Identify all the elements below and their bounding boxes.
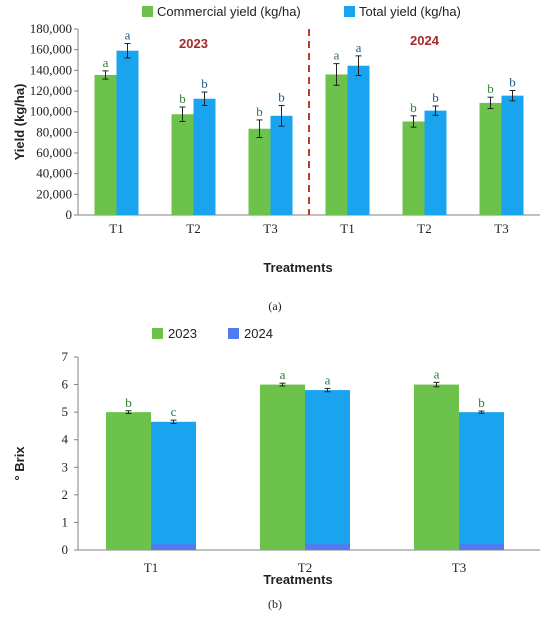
chart-a-bar-commercial (479, 102, 502, 215)
chart-a-bar-commercial (94, 74, 117, 215)
chart-a-significance-letter: b (509, 74, 516, 89)
chart-a-x-tick-label: T1 (109, 221, 123, 236)
chart-a-x-tick-label: T3 (494, 221, 508, 236)
year-label-2023: 2023 (179, 36, 208, 51)
chart-b-y-tick-label: 1 (62, 514, 69, 529)
chart-b-significance-letter: a (280, 367, 286, 382)
chart-b-y-tick-label: 5 (62, 404, 69, 419)
chart-b-bar-2024 (459, 412, 504, 550)
chart-a-significance-letter: b (487, 81, 494, 96)
chart-a-bar-commercial (171, 114, 194, 215)
chart-a-significance-letter: b (410, 100, 417, 115)
chart-a-y-tick-label: 100,000 (30, 104, 72, 119)
chart-a-y-tick-label: 20,000 (36, 186, 72, 201)
chart-b-bar-2024 (151, 421, 196, 550)
caption-b: (b) (268, 597, 282, 611)
legend-label-commercial: Commercial yield (kg/ha) (157, 4, 301, 19)
chart-b-y-tick-label: 0 (62, 542, 69, 557)
legend-swatch-2023 (152, 328, 163, 339)
chart-a-significance-letter: b (179, 91, 186, 106)
chart-b-significance-letter: a (325, 372, 331, 387)
chart-a-y-tick-label: 80,000 (36, 124, 72, 139)
chart-a-bar-total (424, 110, 447, 215)
legend-label-2023: 2023 (168, 326, 197, 341)
chart-b-significance-letter: b (478, 395, 485, 410)
chart-b-y-label: ° Brix (12, 446, 27, 481)
chart-b-x-tick-label: T2 (298, 560, 312, 575)
chart-a-bar-commercial (402, 121, 425, 215)
chart-b-significance-letter: c (171, 404, 177, 419)
chart-a-x-tick-label: T3 (263, 221, 277, 236)
chart-a-x-tick-label: T2 (186, 221, 200, 236)
legend-swatch-commercial (142, 6, 153, 17)
chart-a-bar-total (270, 115, 293, 215)
chart-a-significance-letter: a (334, 48, 340, 63)
chart-a-y-tick-label: 180,000 (30, 21, 72, 36)
chart-a-significance-letter: a (125, 27, 131, 42)
legend-swatch-total (344, 6, 355, 17)
chart-a-y-tick-label: 40,000 (36, 166, 72, 181)
chart-b-y-tick-label: 6 (62, 377, 69, 392)
legend-swatch-2024 (228, 328, 239, 339)
chart-a-bar-commercial (248, 128, 271, 215)
year-label-2024: 2024 (410, 33, 440, 48)
chart-a-bar-total (116, 50, 139, 216)
chart-a-bar-total (501, 95, 524, 215)
chart-a-x-label: Treatments (263, 260, 332, 275)
chart-a-y-tick-label: 140,000 (30, 62, 72, 77)
chart-a-bar-total (347, 65, 370, 215)
chart-b-bar-base-2024 (305, 544, 350, 550)
chart-a-y-tick-label: 0 (66, 207, 73, 222)
chart-b-bar-2023 (106, 412, 151, 550)
chart-a-x-tick-label: T1 (340, 221, 354, 236)
chart-b-y-tick-label: 7 (62, 349, 69, 364)
chart-a-significance-letter: a (103, 55, 109, 70)
chart-a-y-tick-label: 160,000 (30, 42, 72, 57)
chart-b-x-tick-label: T1 (144, 560, 158, 575)
chart-b-bar-2024 (305, 390, 350, 550)
chart-b-x-label: Treatments (263, 572, 332, 587)
legend-label-2024: 2024 (244, 326, 273, 341)
chart-a-significance-letter: b (256, 104, 263, 119)
chart-a-significance-letter: a (356, 40, 362, 55)
chart-b-bar-2023 (414, 384, 459, 550)
chart-a-bar-total (193, 98, 216, 215)
chart-b-bar-2023 (260, 384, 305, 550)
legend-label-total: Total yield (kg/ha) (359, 4, 461, 19)
chart-b-y-tick-label: 2 (62, 487, 69, 502)
chart-b-x-tick-label: T3 (452, 560, 466, 575)
caption-a: (a) (268, 299, 281, 313)
chart-b-significance-letter: b (125, 395, 132, 410)
chart-b-y-tick-label: 3 (62, 459, 69, 474)
chart-b-significance-letter: a (434, 366, 440, 381)
chart-a-significance-letter: b (278, 89, 285, 104)
chart-a-significance-letter: b (201, 76, 208, 91)
chart-a-x-tick-label: T2 (417, 221, 431, 236)
chart-a-significance-letter: b (432, 90, 439, 105)
chart-a-y-tick-label: 60,000 (36, 145, 72, 160)
chart-b-bar-base-2024 (151, 544, 196, 550)
chart-a-bar-commercial (325, 74, 348, 215)
chart-a-y-tick-label: 120,000 (30, 83, 72, 98)
chart-a-y-label: Yield (kg/ha) (12, 84, 27, 161)
chart-b-y-tick-label: 4 (62, 432, 69, 447)
chart-b-bar-base-2024 (459, 544, 504, 550)
